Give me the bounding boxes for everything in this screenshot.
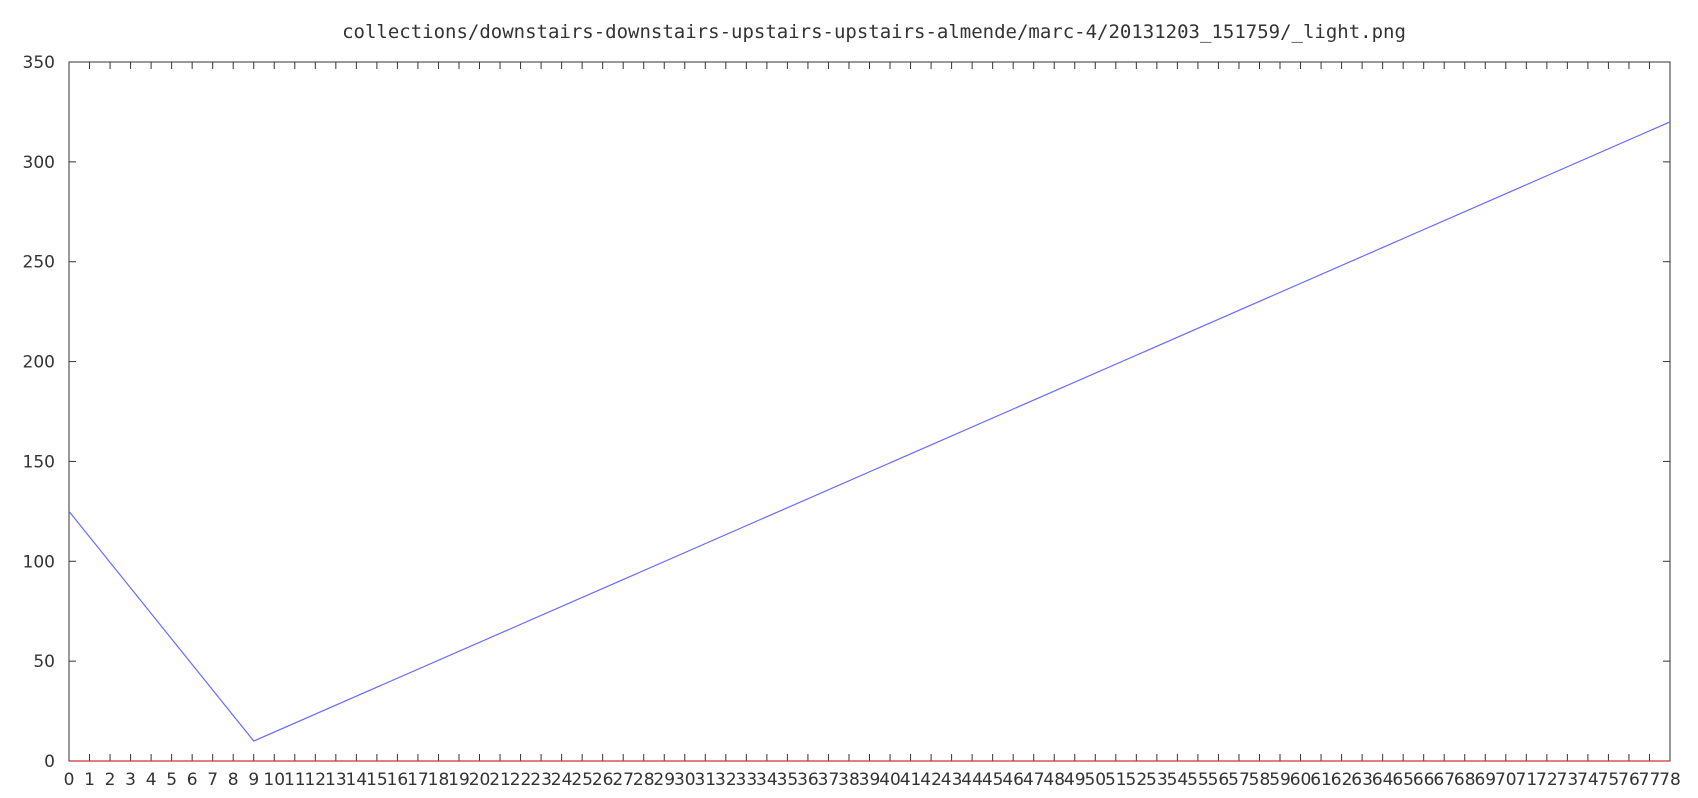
y-axis-ticks: 0 50 100 150 200 250 300 350	[23, 53, 1670, 772]
x-tick-label: 44	[961, 770, 983, 790]
x-tick-label: 69	[1474, 770, 1496, 790]
x-tick-label: 22	[510, 770, 532, 790]
x-tick-label: 21	[489, 770, 511, 790]
y-tick-label: 150	[23, 452, 55, 472]
x-tick-label: 7	[207, 770, 218, 790]
x-tick-label: 37	[818, 770, 840, 790]
x-tick-label: 50	[1084, 770, 1106, 790]
x-tick-label: 62	[1331, 770, 1353, 790]
y-tick-label: 100	[23, 552, 55, 572]
series-line-1	[68, 121, 1671, 742]
x-tick-label: 9	[248, 770, 259, 790]
x-tick-label: 49	[1064, 770, 1086, 790]
x-tick-label: 75	[1598, 770, 1620, 790]
x-tick-label: 12	[304, 770, 326, 790]
x-axis-ticks: 0 1 2 3 4 5 6 7 8 9 101112131415161718192021222324…	[64, 62, 1681, 790]
x-tick-label: 2	[105, 770, 116, 790]
x-tick-label: 1	[84, 770, 95, 790]
x-tick-label: 36	[797, 770, 819, 790]
x-tick-label: 52	[1126, 770, 1148, 790]
x-tick-label: 61	[1310, 770, 1332, 790]
x-tick-label: 28	[633, 770, 655, 790]
x-tick-label: 14	[346, 770, 368, 790]
x-tick-label: 58	[1249, 770, 1271, 790]
x-tick-label: 16	[387, 770, 409, 790]
x-tick-label: 74	[1577, 770, 1599, 790]
x-tick-label: 3	[125, 770, 136, 790]
x-tick-label: 19	[448, 770, 470, 790]
x-tick-label: 5	[166, 770, 177, 790]
x-tick-label: 26	[592, 770, 614, 790]
x-tick-label: 32	[715, 770, 737, 790]
plot-frame	[68, 61, 1671, 762]
x-tick-label: 4	[146, 770, 157, 790]
x-tick-label: 73	[1557, 770, 1579, 790]
x-tick-label: 56	[1208, 770, 1230, 790]
y-tick-label: 200	[23, 353, 55, 373]
x-tick-label: 17	[407, 770, 429, 790]
x-tick-label: 55	[1187, 770, 1209, 790]
x-tick-label: 46	[1002, 770, 1024, 790]
x-tick-label: 34	[756, 770, 778, 790]
x-tick-label: 51	[1105, 770, 1127, 790]
y-tick-label: 300	[23, 153, 55, 173]
x-tick-label: 77	[1639, 770, 1661, 790]
x-tick-label: 33	[736, 770, 758, 790]
x-tick-label: 41	[900, 770, 922, 790]
y-tick-label: 350	[23, 53, 55, 73]
x-tick-label: 29	[653, 770, 675, 790]
x-tick-label: 71	[1516, 770, 1538, 790]
x-tick-label: 38	[838, 770, 860, 790]
x-tick-label: 6	[187, 770, 198, 790]
x-tick-label: 60	[1290, 770, 1312, 790]
y-tick-label: 50	[33, 652, 55, 672]
x-tick-label: 35	[777, 770, 799, 790]
x-tick-label: 64	[1372, 770, 1394, 790]
x-tick-label: 27	[612, 770, 634, 790]
x-tick-label: 25	[571, 770, 593, 790]
x-tick-label: 65	[1392, 770, 1414, 790]
chart-title: collections/downstairs-downstairs-upstai…	[342, 21, 1406, 43]
x-tick-label: 42	[920, 770, 942, 790]
y-tick-label: 0	[44, 752, 55, 772]
x-tick-label: 23	[530, 770, 552, 790]
x-tick-label: 57	[1228, 770, 1250, 790]
x-tick-label: 39	[859, 770, 881, 790]
x-tick-label: 15	[366, 770, 388, 790]
plot-border	[68, 61, 1671, 762]
x-tick-label: 72	[1536, 770, 1558, 790]
x-tick-label: 8	[228, 770, 239, 790]
y-tick-label: 250	[23, 253, 55, 273]
x-tick-label: 66	[1413, 770, 1435, 790]
x-tick-label: 11	[284, 770, 306, 790]
series-layer	[68, 121, 1671, 762]
x-tick-label: 70	[1495, 770, 1517, 790]
x-tick-label: 13	[325, 770, 347, 790]
x-tick-label: 31	[694, 770, 716, 790]
x-tick-label: 78	[1659, 770, 1681, 790]
x-tick-label: 45	[982, 770, 1004, 790]
x-tick-label: 40	[879, 770, 901, 790]
x-tick-label: 68	[1454, 770, 1476, 790]
x-tick-label: 10	[263, 770, 285, 790]
x-tick-label: 54	[1167, 770, 1189, 790]
x-tick-label: 63	[1351, 770, 1373, 790]
x-tick-label: 18	[428, 770, 450, 790]
x-tick-label: 47	[1023, 770, 1045, 790]
x-tick-label: 76	[1618, 770, 1640, 790]
x-tick-label: 67	[1433, 770, 1455, 790]
x-tick-label: 0	[64, 770, 75, 790]
x-tick-label: 30	[674, 770, 696, 790]
x-tick-label: 20	[469, 770, 491, 790]
x-tick-label: 48	[1043, 770, 1065, 790]
x-tick-label: 43	[941, 770, 963, 790]
x-tick-label: 59	[1269, 770, 1291, 790]
x-tick-label: 24	[551, 770, 573, 790]
x-tick-label: 53	[1146, 770, 1168, 790]
